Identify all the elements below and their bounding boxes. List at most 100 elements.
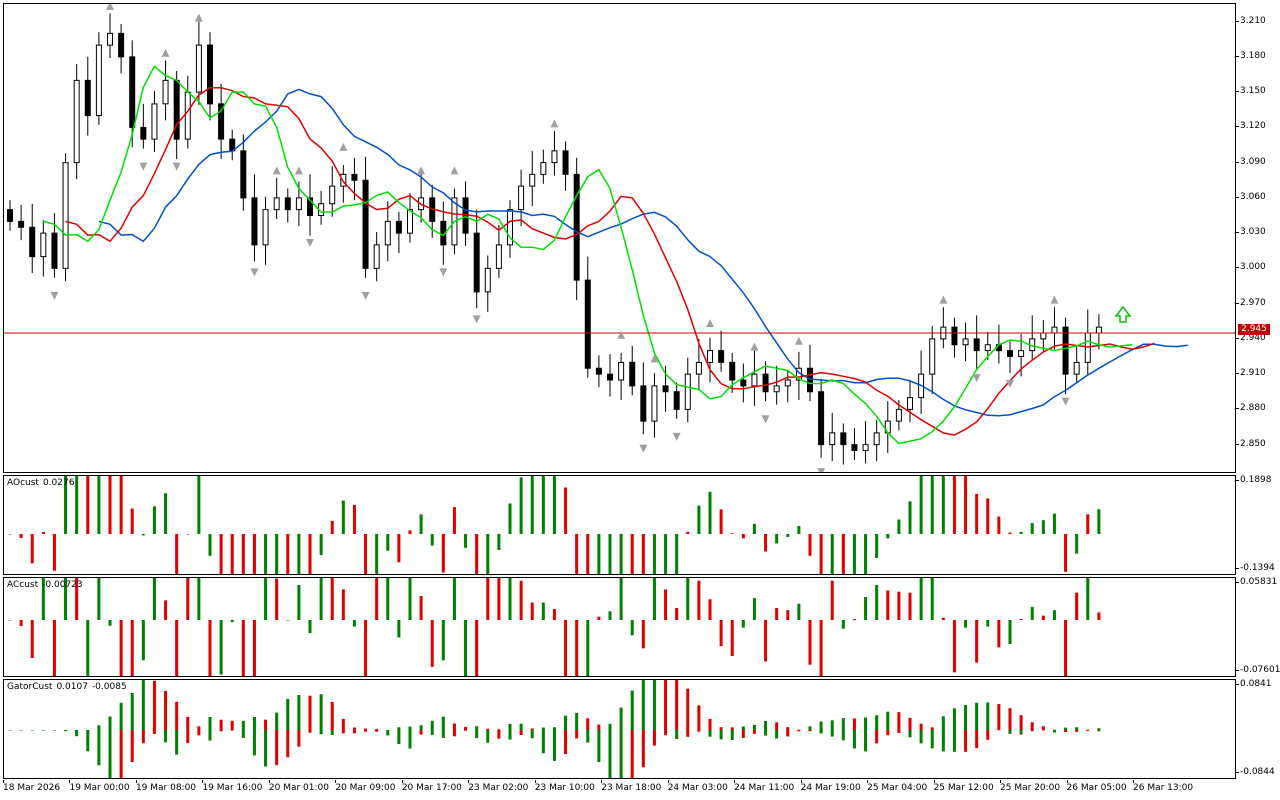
ao-indicator-pane[interactable]: AOcust 0.0276 <box>3 475 1236 575</box>
histogram-bar <box>764 620 768 662</box>
candle-body <box>818 391 825 446</box>
gator-lower-bar <box>341 730 345 734</box>
gator-lower-bar <box>908 730 912 738</box>
histogram-bar <box>452 578 456 620</box>
histogram-bar <box>86 620 90 676</box>
candle-body <box>1018 350 1025 357</box>
histogram-bar <box>919 476 923 534</box>
histogram-bar <box>841 620 845 629</box>
gator-lower-bar <box>197 730 201 736</box>
histogram-bar <box>208 620 212 676</box>
histogram-bar <box>519 580 523 620</box>
histogram-bar <box>730 533 734 534</box>
gator-lower-bar <box>241 730 245 738</box>
candle-body <box>29 226 36 258</box>
histogram-bar <box>808 620 812 665</box>
fractal-up-icon <box>106 4 114 10</box>
gator-lower-bar <box>408 730 412 749</box>
histogram-bar <box>986 498 990 534</box>
time-tick: 23 Mar 18:00 <box>601 780 662 793</box>
fractal-up-icon <box>650 354 659 363</box>
gator-upper-bar <box>408 726 412 730</box>
gator-scale: 0.0841 -0.0844 <box>1236 679 1275 777</box>
gator-lower-bar <box>1086 730 1090 731</box>
gator-lower-bar <box>1030 730 1034 732</box>
histogram-bar <box>830 580 834 620</box>
histogram-bar <box>219 534 223 574</box>
main-chart-pane[interactable] <box>3 3 1236 473</box>
histogram-bar <box>530 476 534 534</box>
candle-body <box>273 197 280 211</box>
histogram-bar <box>541 476 545 534</box>
gator-upper-bar <box>852 718 856 730</box>
histogram-bar <box>952 620 956 673</box>
histogram-bar <box>208 534 212 556</box>
candle-body <box>651 385 658 422</box>
histogram-bar <box>597 534 601 574</box>
histogram-bar <box>819 620 823 676</box>
ac-indicator-pane[interactable]: ACcust -0.00723 <box>3 577 1236 677</box>
gator-upper-bar <box>864 717 868 730</box>
fractal-up-icon <box>617 330 626 339</box>
candle-body <box>151 103 158 140</box>
candle-body <box>262 209 269 246</box>
histogram-bar <box>841 534 845 574</box>
histogram-bar <box>875 534 879 558</box>
candle-body <box>207 44 213 105</box>
gator-upper-bar <box>441 716 445 730</box>
time-tick: 19 Mar 08:00 <box>135 780 197 793</box>
candle-body <box>973 338 980 352</box>
gator-lower-bar <box>441 730 445 738</box>
gator-lower-bar <box>319 730 323 735</box>
histogram-bar <box>852 534 856 574</box>
histogram-bar <box>597 616 601 620</box>
gator-upper-bar <box>319 694 323 730</box>
gator-lower-bar <box>797 730 801 732</box>
gator-indicator-pane[interactable]: GatorCust 0.0107 -0.0085 <box>3 679 1236 779</box>
gator-lower-bar <box>641 730 645 768</box>
fractal-down-icon <box>172 162 181 171</box>
candle-body <box>1062 326 1069 375</box>
histogram-bar <box>975 620 979 663</box>
histogram-bar <box>919 578 923 620</box>
price-chart[interactable] <box>4 4 1236 473</box>
gator-lower-bar <box>630 730 634 778</box>
histogram-bar <box>586 620 590 676</box>
gator-upper-bar <box>908 717 912 730</box>
fractal-down-icon <box>639 444 648 453</box>
histogram-bar <box>752 598 756 620</box>
histogram-bar <box>675 534 679 574</box>
gator-lower-bar <box>86 730 90 752</box>
histogram-bar <box>664 534 668 574</box>
gator-lower-bar <box>830 730 834 737</box>
candle-body <box>951 326 958 346</box>
histogram-bar <box>786 610 790 620</box>
candle-body <box>662 385 669 393</box>
histogram-bar <box>286 620 290 621</box>
fractal-down-icon <box>1006 380 1014 388</box>
gator-upper-bar <box>1008 708 1012 730</box>
histogram-bar <box>930 578 934 620</box>
histogram-bar <box>186 578 190 620</box>
candle-body <box>618 361 625 381</box>
candle-body <box>373 244 380 269</box>
gator-lower-bar <box>141 730 145 744</box>
price-tick: 3.000 <box>1236 262 1266 273</box>
gator-lower-bar <box>286 730 290 758</box>
gator-upper-bar <box>419 725 423 730</box>
gator-lower-bar <box>664 730 668 736</box>
gator-upper-bar <box>297 694 301 730</box>
gator-upper-bar <box>652 680 656 730</box>
gator-lower-bar <box>41 730 45 731</box>
gator-lower-bar <box>752 730 756 734</box>
gator-lower-bar <box>575 730 579 739</box>
candle-body <box>840 432 847 446</box>
time-tick: 26 Mar 13:00 <box>1133 780 1194 793</box>
histogram-bar <box>141 534 145 536</box>
histogram-bar <box>341 500 345 534</box>
price-tick: 3.060 <box>1236 191 1266 202</box>
gator-upper-bar <box>764 720 768 730</box>
histogram-bar <box>1041 520 1045 534</box>
gator-lower-bar <box>1064 730 1068 732</box>
histogram-bar <box>630 620 634 636</box>
